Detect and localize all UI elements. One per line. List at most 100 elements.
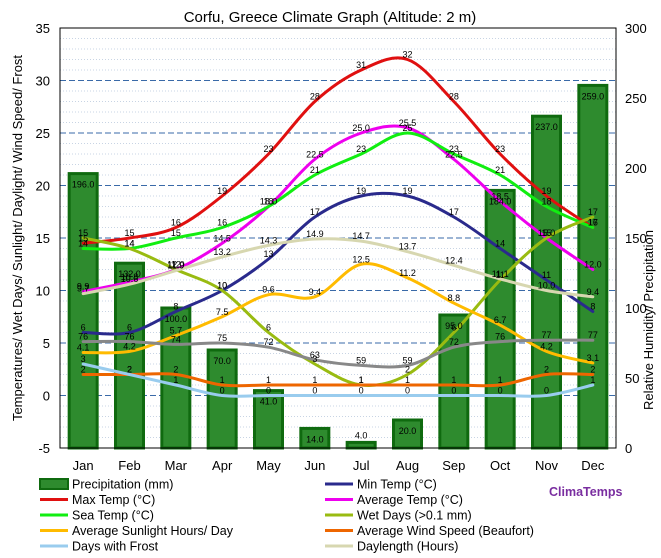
data-label-days-with-frost: 0 [359, 386, 364, 396]
data-label-daylength-hours: 14.7 [352, 231, 370, 241]
data-label-max-temp-c: 19 [217, 186, 227, 196]
data-label-precipitation: 196.0 [72, 180, 95, 190]
data-label-relative-humidity: 76 [78, 332, 88, 342]
data-label-min-temp-c: 11 [542, 270, 551, 280]
precipitation-bar [114, 261, 145, 450]
data-label-days-with-frost: 0 [266, 386, 271, 396]
data-label-average-wind-speed-beaufort: 1 [220, 375, 225, 385]
series-line-average-wind-speed-beaufort [81, 372, 595, 388]
data-label-average-sunlight-hours-day: 4.2 [540, 341, 553, 351]
data-label-wet-days-0-1-mm: 3 [312, 354, 317, 364]
data-label-min-temp-c: 8 [590, 302, 595, 312]
data-label-precipitation: 14.0 [306, 434, 324, 444]
data-label-average-wind-speed-beaufort: 1 [405, 375, 410, 385]
data-label-relative-humidity: 76 [124, 332, 134, 342]
data-label-daylength-hours: 14.3 [260, 235, 278, 245]
x-tick-label: Jun [304, 458, 325, 473]
data-label-min-temp-c: 19 [402, 186, 412, 196]
data-label-sea-temp-c: 21 [495, 165, 505, 175]
data-label-days-with-frost: 0 [220, 386, 225, 396]
data-label-days-with-frost: 0 [451, 386, 456, 396]
data-label-average-wind-speed-beaufort: 1 [359, 375, 364, 385]
y-left-tick-label: -5 [38, 441, 50, 456]
data-label-max-temp-c: 28 [310, 92, 320, 102]
x-tick-label: May [256, 458, 281, 473]
data-label-relative-humidity: 59 [402, 355, 412, 365]
data-label-sea-temp-c: 23 [356, 144, 366, 154]
data-label-wet-days-0-1-mm: 1 [359, 375, 364, 385]
data-label-max-temp-c: 15 [78, 233, 88, 243]
data-label-max-temp-c: 16 [171, 218, 181, 228]
legend-swatch [39, 478, 69, 490]
data-label-relative-humidity: 59 [356, 355, 366, 365]
legend-item-label: Average Wind Speed (Beaufort) [357, 524, 534, 538]
data-label-average-temp-c: 18.5 [491, 191, 509, 201]
data-label-days-with-frost: 1 [173, 375, 178, 385]
data-label-wet-days-0-1-mm: 15 [78, 228, 88, 238]
y-axis-left-label: Temperatures/ Wet Days/ Sunlight/ Daylig… [10, 55, 25, 421]
y-right-tick-label: 300 [625, 21, 647, 36]
data-label-average-temp-c: 25.5 [399, 118, 417, 128]
data-label-daylength-hours: 9.4 [587, 287, 600, 297]
data-label-sea-temp-c: 14 [124, 239, 134, 249]
brand-label: ClimaTemps [549, 485, 622, 499]
series-line-sea-temp-c [81, 131, 595, 251]
data-label-wet-days-0-1-mm: 6 [266, 323, 271, 333]
x-tick-label: Feb [118, 458, 140, 473]
data-label-average-sunlight-hours-day: 7.5 [216, 307, 229, 317]
x-tick-label: Jul [353, 458, 370, 473]
y-right-tick-label: 250 [625, 91, 647, 106]
data-label-average-temp-c: 9.9 [77, 282, 90, 292]
data-label-average-wind-speed-beaufort: 1 [312, 375, 317, 385]
data-label-average-wind-speed-beaufort: 2 [590, 365, 595, 375]
data-label-precipitation: 4.0 [355, 430, 368, 440]
data-label-sea-temp-c: 23 [449, 144, 459, 154]
y-left-tick-label: 15 [36, 231, 50, 246]
x-tick-label: Sep [442, 458, 465, 473]
data-label-sea-temp-c: 18 [541, 197, 551, 207]
data-label-average-temp-c: 15.0 [538, 228, 556, 238]
data-label-max-temp-c: 28 [449, 92, 459, 102]
data-label-min-temp-c: 6 [127, 323, 132, 333]
data-label-average-sunlight-hours-day: 4.1 [77, 342, 90, 352]
series-line-days-with-frost [81, 362, 595, 398]
legend-item-label: Min Temp (°C) [357, 478, 437, 492]
y-left-tick-label: 35 [36, 21, 50, 36]
data-label-sea-temp-c: 21 [310, 165, 320, 175]
y-right-tick-label: 50 [625, 371, 639, 386]
data-label-precipitation: 70.0 [213, 356, 231, 366]
data-label-min-temp-c: 10 [217, 281, 227, 291]
data-label-average-temp-c: 14.5 [213, 233, 231, 243]
data-label-min-temp-c: 17 [449, 207, 459, 217]
precipitation-bar [438, 313, 470, 450]
data-label-average-temp-c: 10.8 [121, 272, 139, 282]
data-label-max-temp-c: 19 [541, 186, 551, 196]
series-line-min-temp-c [81, 191, 595, 336]
data-label-average-temp-c: 12.0 [584, 260, 602, 270]
data-label-relative-humidity: 76 [495, 332, 505, 342]
y-right-tick-label: 200 [625, 161, 647, 176]
data-label-average-sunlight-hours-day: 6.7 [494, 315, 507, 325]
data-label-precipitation: 20.0 [399, 426, 417, 436]
data-label-average-sunlight-hours-day: 9.6 [262, 285, 275, 295]
data-label-average-wind-speed-beaufort: 1 [498, 375, 503, 385]
data-label-sea-temp-c: 16 [588, 218, 598, 228]
data-label-average-wind-speed-beaufort: 2 [127, 365, 132, 375]
data-label-sea-temp-c: 14 [78, 239, 88, 249]
data-label-average-sunlight-hours-day: 11.2 [399, 268, 416, 278]
data-label-min-temp-c: 19 [356, 186, 366, 196]
precipitation-bar [345, 440, 377, 450]
data-label-wet-days-0-1-mm: 17 [588, 207, 598, 217]
data-label-daylength-hours: 11.1 [492, 269, 509, 279]
x-tick-label: Dec [581, 458, 605, 473]
data-label-max-temp-c: 23 [495, 144, 505, 154]
data-label-sea-temp-c: 15 [171, 228, 181, 238]
data-label-precipitation: 237.0 [535, 122, 558, 132]
series-line-average-sunlight-hours-day [81, 262, 595, 365]
data-label-days-with-frost: 0 [544, 386, 549, 396]
data-label-daylength-hours: 14.9 [306, 229, 324, 239]
data-label-days-with-frost: 1 [590, 375, 595, 385]
data-label-min-temp-c: 6 [81, 323, 86, 333]
data-label-wet-days-0-1-mm: 6 [451, 323, 456, 333]
